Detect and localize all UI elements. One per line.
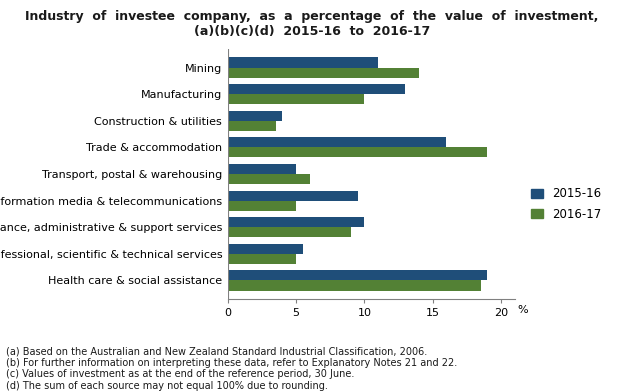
Bar (228, 270, 487, 280)
Bar (228, 164, 296, 174)
Text: (a)(b)(c)(d)  2015-16  to  2016-17: (a)(b)(c)(d) 2015-16 to 2016-17 (194, 25, 430, 38)
Bar (228, 68, 419, 78)
Bar (228, 121, 276, 131)
Text: (a) Based on the Australian and New Zealand Standard Industrial Classification, : (a) Based on the Australian and New Zeal… (6, 346, 457, 391)
Bar (228, 190, 358, 201)
Legend: 2015-16, 2016-17: 2015-16, 2016-17 (527, 183, 607, 225)
Bar (228, 111, 283, 121)
Text: %: % (517, 305, 528, 315)
Bar (228, 217, 364, 227)
Bar (228, 137, 446, 147)
Bar (228, 57, 378, 68)
Bar (228, 280, 480, 291)
Bar (228, 201, 296, 211)
Bar (228, 94, 364, 104)
Bar (228, 147, 487, 158)
Text: Industry  of  investee  company,  as  a  percentage  of  the  value  of  investm: Industry of investee company, as a perce… (26, 10, 598, 23)
Bar (228, 244, 303, 254)
Bar (228, 254, 296, 264)
Bar (228, 84, 406, 94)
Bar (228, 174, 310, 184)
Bar (228, 227, 351, 237)
